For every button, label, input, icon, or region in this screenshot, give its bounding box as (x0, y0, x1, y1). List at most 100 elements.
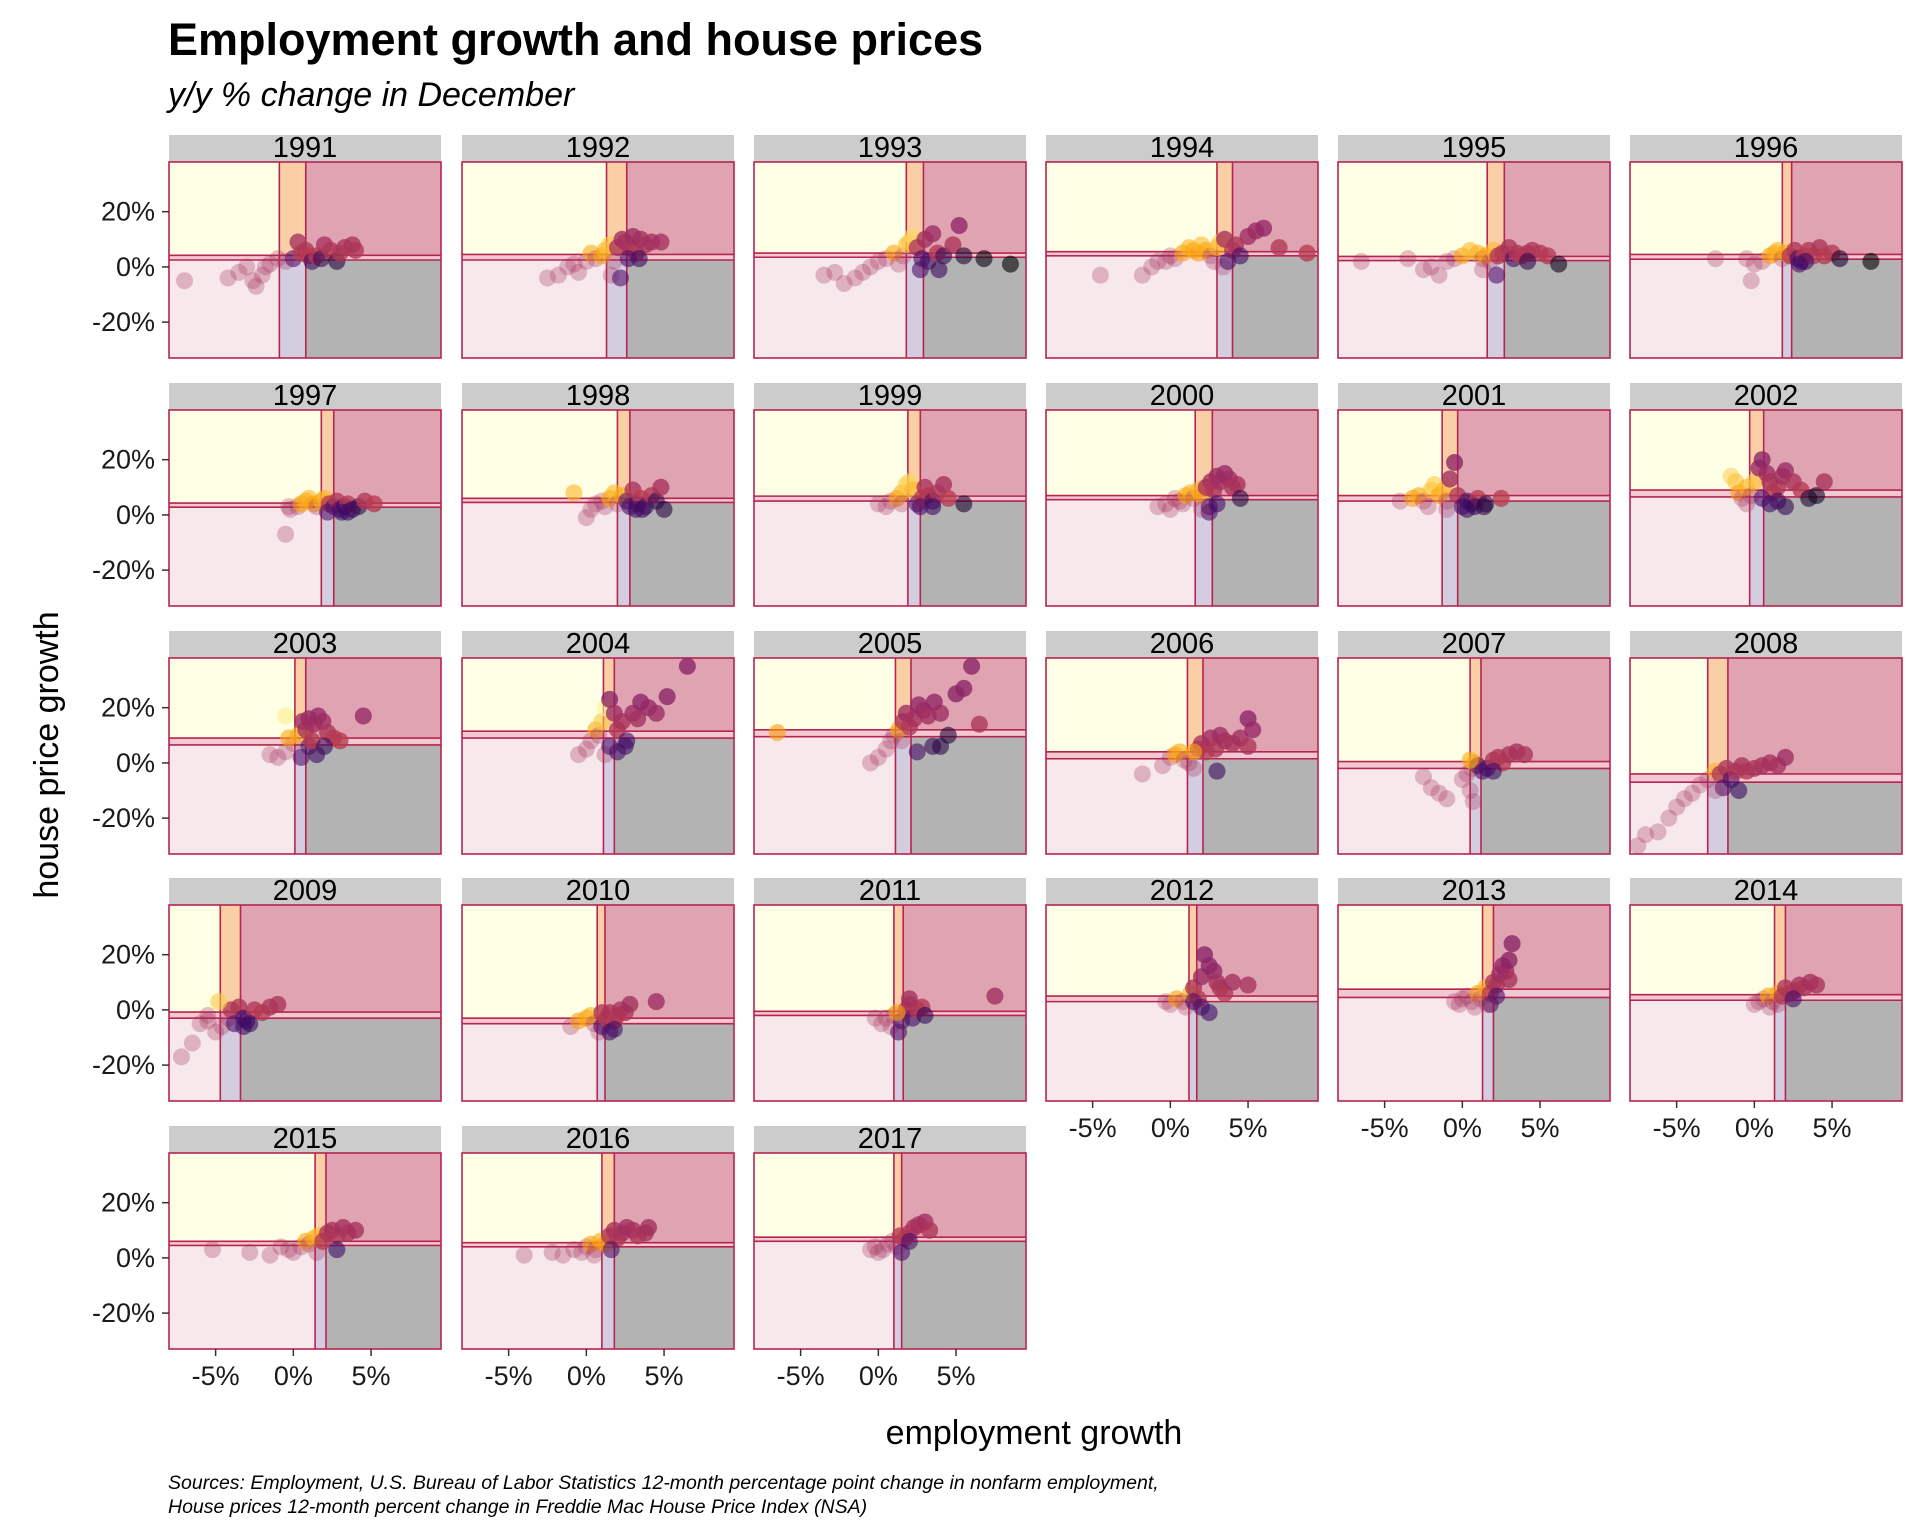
data-point (621, 995, 639, 1013)
data-point (1205, 252, 1223, 270)
data-point (916, 1006, 934, 1024)
data-point (629, 710, 647, 728)
facet-panel-2002: 2002 (1629, 380, 1903, 607)
employment-band-bottom (893, 1241, 902, 1349)
panel-border (753, 409, 1027, 607)
panel-border (461, 657, 735, 855)
facet-strip (169, 383, 441, 410)
employment-band-bottom (1442, 501, 1458, 606)
data-point (939, 489, 957, 507)
panel-border (753, 657, 1027, 855)
quadrant-top-right (903, 905, 1026, 1012)
employment-band-bottom (1482, 997, 1494, 1101)
caption-line-1: Sources: Employment, U.S. Bureau of Labo… (168, 1472, 1159, 1494)
data-point (879, 1235, 897, 1253)
x-axis-title: employment growth (886, 1414, 1183, 1452)
employment-band-bottom (321, 507, 334, 606)
facet-panel-2008: 2008 (1629, 628, 1903, 855)
quadrant-bottom-left (1630, 496, 1750, 606)
y-tick-label: 0% (116, 1243, 155, 1273)
data-point (204, 1241, 222, 1259)
panel-border (1337, 161, 1611, 359)
data-point (616, 737, 634, 755)
panel-border (1337, 657, 1611, 855)
quadrant-bottom-left (169, 507, 322, 606)
data-point (261, 255, 279, 273)
employment-band-top (617, 410, 630, 499)
x-tick-label: 0% (859, 1361, 898, 1391)
data-point (1475, 498, 1493, 516)
panel-border (168, 161, 442, 359)
quadrant-top-right (1480, 658, 1610, 762)
data-point (593, 1004, 611, 1022)
data-point (877, 740, 895, 758)
data-point (612, 269, 630, 287)
quadrant-bottom-left (1046, 758, 1188, 854)
y-tick-label: -20% (92, 1298, 155, 1328)
data-point (1161, 500, 1179, 518)
x-tick-label: 5% (1521, 1113, 1560, 1143)
employment-band-top (294, 658, 306, 739)
data-point (1753, 451, 1771, 469)
facet-strip-label: 2012 (1150, 875, 1215, 907)
quadrant-top-left (1338, 905, 1483, 990)
facet-panel-1995: 1995 (1337, 132, 1611, 359)
quadrant-top-left (169, 905, 221, 1013)
facet-strip-label: 1995 (1442, 132, 1507, 164)
facet-strip-label: 2004 (566, 628, 631, 660)
employment-band-top (597, 905, 605, 1019)
facet-strip (1046, 383, 1318, 410)
data-point (1441, 470, 1459, 488)
facet-panel-2009: 2009 20% 0% -20% (92, 875, 442, 1102)
facet-strip (1630, 135, 1902, 162)
data-point (1761, 495, 1779, 513)
employment-band-top (321, 410, 334, 504)
facet-strip-label: 2000 (1150, 380, 1215, 412)
facet-strip-label: 2005 (858, 628, 923, 660)
employment-band-top (1482, 905, 1494, 990)
employment-band-top (1216, 162, 1233, 252)
employment-band-bottom (315, 1245, 326, 1349)
employment-band-bottom (1707, 782, 1728, 854)
data-point (256, 258, 274, 276)
facet-strip (1630, 631, 1902, 658)
data-point (269, 995, 287, 1013)
data-point (1776, 498, 1794, 516)
data-point (1630, 837, 1647, 854)
facet-strip (1338, 878, 1610, 905)
data-point (1730, 782, 1748, 800)
data-point (1414, 261, 1432, 279)
quadrant-bottom-left (1338, 997, 1483, 1101)
data-point (678, 658, 696, 675)
facet-strip (462, 383, 734, 410)
quadrant-top-right (629, 410, 734, 499)
quadrant-bottom-left (1046, 499, 1196, 606)
data-point (826, 263, 844, 281)
data-point (1239, 737, 1257, 755)
data-point (365, 495, 383, 513)
data-point (866, 1009, 884, 1027)
facet-strip-label: 1994 (1150, 132, 1215, 164)
quadrant-top-left (1630, 658, 1708, 774)
x-tick-label: -5% (192, 1361, 240, 1391)
data-point (269, 250, 287, 268)
facet-strip-label: 2015 (273, 1123, 338, 1155)
data-point (1149, 498, 1167, 516)
facet-panel-2007: 2007 (1337, 628, 1611, 855)
data-point (1761, 998, 1779, 1016)
facet-strip-label: 2008 (1734, 628, 1799, 660)
data-point (655, 500, 673, 518)
data-point (1808, 487, 1826, 505)
facet-strip-label: 1998 (566, 380, 631, 412)
panel-border (1629, 657, 1903, 855)
facet-panel-2012: 2012 -5% 0% 5% (1045, 875, 1319, 1143)
quadrant-bottom-left (1338, 768, 1471, 854)
x-tick-label: -5% (1069, 1113, 1117, 1143)
quadrant-bottom-right (305, 744, 441, 854)
data-point (1208, 762, 1226, 780)
data-point (1154, 757, 1172, 775)
data-point (347, 1221, 365, 1239)
quadrant-bottom-right (1791, 259, 1902, 358)
quadrant-top-left (1630, 162, 1783, 255)
data-point (590, 726, 608, 744)
